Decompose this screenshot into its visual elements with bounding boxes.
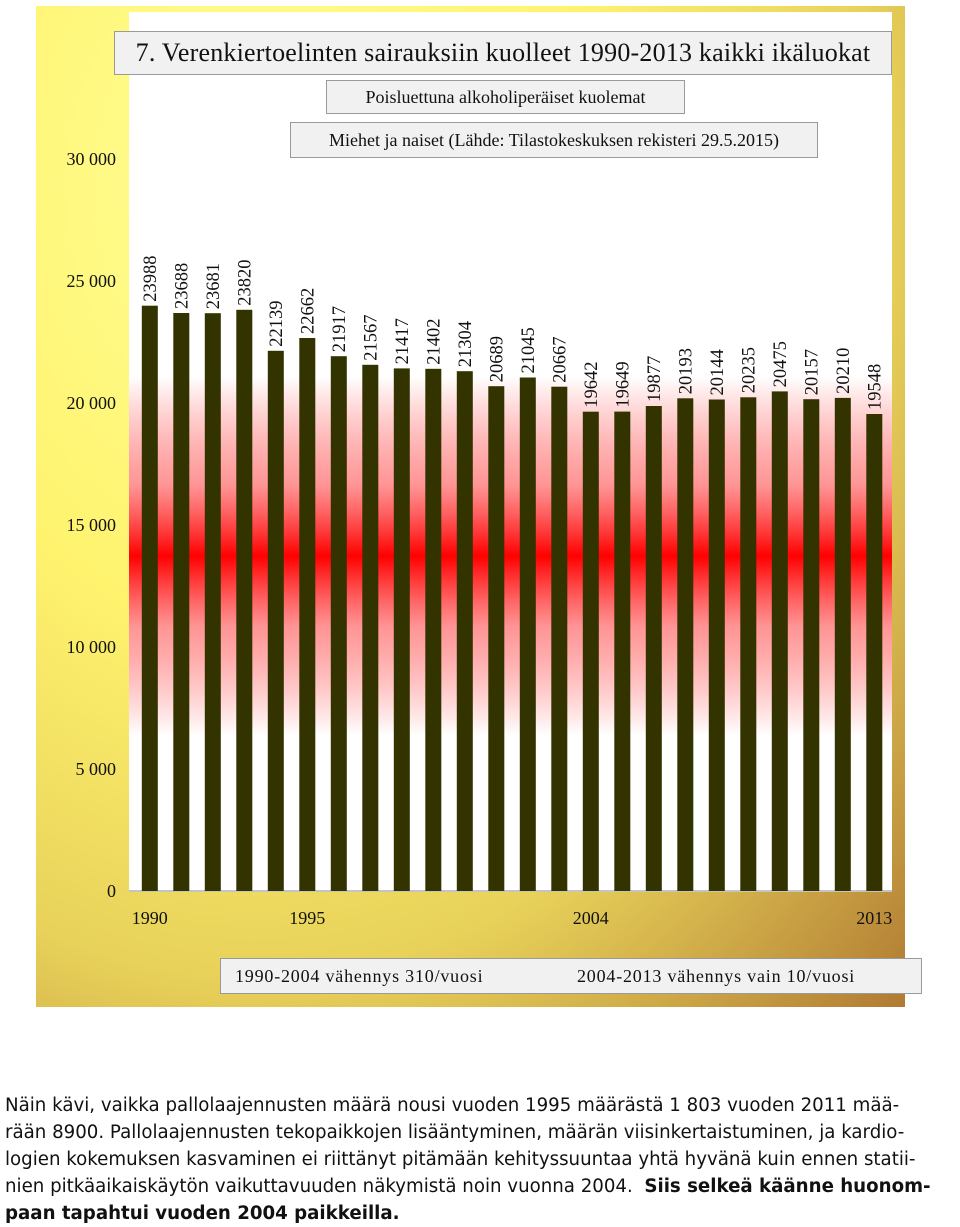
bar-2005 [614, 411, 631, 891]
bar-2001 [488, 386, 505, 891]
bar-1995 [299, 338, 316, 891]
y-tick-label: 10 000 [67, 637, 117, 657]
paragraph-line-3: logien kokemuksen kasvaminen ei riittäny… [5, 1149, 916, 1170]
value-label-2012: 20210 [834, 348, 854, 394]
value-label-1999: 21402 [424, 319, 444, 365]
y-tick-label: 25 000 [67, 271, 117, 291]
x-tick-label-2004: 2004 [573, 908, 609, 928]
bar-1996 [330, 356, 347, 891]
value-label-1997: 21567 [361, 315, 381, 361]
bar-2009 [740, 397, 757, 891]
value-label-1991: 23688 [172, 263, 192, 309]
value-label-1990: 23988 [141, 255, 161, 301]
chart-panel: 23988 23688 23681 23820 22139 22662 21917 21567… [36, 6, 922, 1007]
bar-2012 [834, 397, 851, 891]
value-label-1996: 21917 [330, 306, 350, 352]
bar-1997 [362, 364, 379, 891]
y-tick-label: 0 [107, 881, 116, 901]
bar-2008 [708, 399, 725, 891]
value-label-1992: 23681 [204, 263, 224, 309]
bar-1994 [267, 350, 284, 891]
value-label-2008: 20144 [708, 349, 728, 395]
value-label-1998: 21417 [393, 318, 413, 364]
value-label-2000: 21304 [456, 321, 476, 367]
value-labels-group: 23988 23688 23681 23820 22139 22662 21917 21567… [141, 255, 885, 410]
value-label-2013: 19548 [865, 364, 885, 410]
commentary-paragraph: Näin kävi, vaikka pallolaajennusten määr… [5, 1092, 955, 1227]
paragraph-line-2: rään 8900. Pallolaajennusten tekopaikkoj… [5, 1122, 905, 1143]
value-label-2006: 19877 [645, 356, 665, 402]
value-label-2001: 20689 [487, 336, 507, 382]
y-tick-labels-group: 0 5 000 10 000 15 000 20 000 25 000 30 000 [67, 149, 117, 901]
x-tick-label-1995: 1995 [289, 908, 325, 928]
bars-group [141, 305, 883, 891]
value-label-2002: 21045 [519, 327, 539, 373]
value-label-2004: 19642 [582, 361, 602, 407]
x-tick-label-1990: 1990 [132, 908, 168, 928]
value-label-1995: 22662 [298, 288, 318, 334]
bar-2003 [551, 386, 568, 891]
y-tick-label: 5 000 [76, 759, 117, 779]
bar-2004 [582, 411, 599, 891]
chart-title: 7. Verenkiertoelinten sairauksiin kuolle… [114, 31, 892, 75]
chart-subtitle-exclusion: Poisluettuna alkoholiperäiset kuolemat [326, 80, 685, 114]
paragraph-line-1: Näin kävi, vaikka pallolaajennusten määr… [5, 1095, 900, 1116]
value-label-2005: 19649 [613, 361, 633, 407]
chart-subtitle-source: Miehet ja naiset (Lähde: Tilastokeskukse… [290, 122, 818, 158]
paragraph-line-4-bold: Siis selkeä käänne huonom- [644, 1176, 931, 1197]
value-label-2011: 20157 [802, 349, 822, 395]
trend-annotation-1990-2004: 1990-2004 vähennys 310/vuosi [235, 966, 484, 986]
bar-2000 [456, 371, 473, 891]
paragraph-line-4-normal: nien pitkäaikaiskäytön vaikuttavuuden nä… [5, 1176, 633, 1197]
y-tick-label: 15 000 [67, 515, 117, 535]
x-tick-label-2013: 2013 [856, 908, 892, 928]
bar-2013 [866, 414, 883, 891]
trend-annotation-2004-2013: 2004-2013 vähennys vain 10/vuosi [577, 966, 856, 986]
trend-annotation-box: 1990-2004 vähennys 310/vuosi 2004-2013 v… [220, 958, 922, 994]
bar-chart: 23988 23688 23681 23820 22139 22662 21917 21567… [67, 12, 892, 928]
bar-2010 [771, 391, 788, 891]
bar-1991 [173, 313, 190, 891]
paragraph-line-5: paan tapahtui vuoden 2004 paikkeilla. [5, 1203, 400, 1224]
bar-2007 [677, 398, 694, 891]
x-tick-labels-group: 1990 1995 2004 2013 [132, 908, 892, 928]
bar-1993 [236, 309, 253, 891]
value-label-2010: 20475 [771, 341, 791, 387]
value-label-2009: 20235 [739, 347, 759, 393]
bar-1992 [204, 313, 221, 891]
value-label-2003: 20667 [550, 336, 570, 382]
y-tick-label: 20 000 [67, 393, 117, 413]
bar-1999 [425, 368, 442, 891]
bar-2011 [803, 399, 820, 891]
bar-2002 [519, 377, 536, 891]
bar-1998 [393, 368, 410, 891]
value-label-1994: 22139 [267, 301, 287, 347]
value-label-1993: 23820 [235, 260, 255, 306]
bar-1990 [141, 305, 158, 891]
paragraph-line-4: nien pitkäaikaiskäytön vaikuttavuuden nä… [5, 1173, 955, 1200]
plot-red-glow [129, 376, 892, 736]
y-tick-label: 30 000 [67, 149, 117, 169]
value-label-2007: 20193 [676, 348, 696, 394]
bar-2006 [645, 406, 662, 891]
